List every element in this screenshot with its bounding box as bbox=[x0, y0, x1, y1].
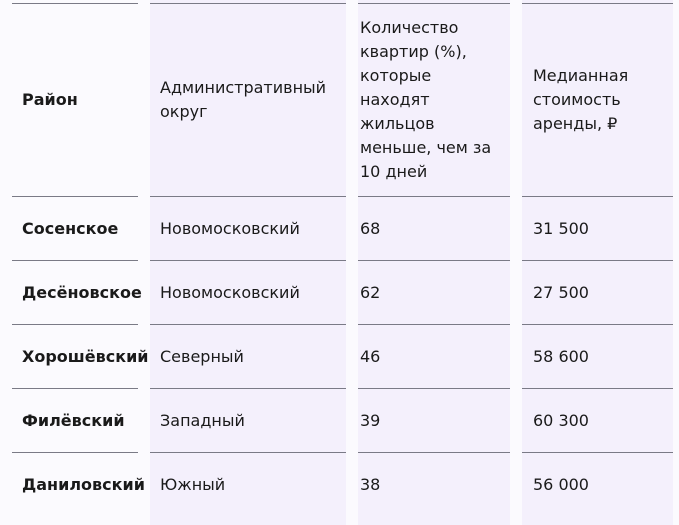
table-cell: 62 bbox=[360, 282, 381, 302]
table-cell: Западный bbox=[160, 410, 245, 430]
table-cell: Сосенское bbox=[22, 218, 119, 238]
table-cell: Новомосковский bbox=[160, 282, 300, 302]
table-cell: Южный bbox=[160, 474, 226, 494]
table-cell: 58 600 bbox=[533, 346, 589, 366]
table-cell: 60 300 bbox=[533, 410, 589, 430]
header-apartments-share: Количество квартир (%), которые находят … bbox=[360, 18, 492, 181]
table-cell: 68 bbox=[360, 218, 381, 238]
header-median-rent: Медианная стоимость аренды, ₽ bbox=[533, 66, 629, 133]
column-apartments-share: Количество квартир (%), которые находят … bbox=[358, 0, 510, 525]
table-cell: Десёновское bbox=[22, 282, 142, 302]
header-district: Район bbox=[22, 90, 78, 109]
column-median-rent: Медианная стоимость аренды, ₽ 31 500 27 … bbox=[522, 0, 673, 525]
table-cell: Северный bbox=[160, 346, 244, 366]
column-admin-district: Административный округ Новомосковский Но… bbox=[150, 0, 346, 525]
table-cell: 27 500 bbox=[533, 282, 589, 302]
table-cell: Новомосковский bbox=[160, 218, 300, 238]
table-cell: Филёвский bbox=[22, 410, 125, 430]
table-cell: 38 bbox=[360, 474, 381, 494]
table-cell: 39 bbox=[360, 410, 381, 430]
table-cell: 46 bbox=[360, 346, 381, 366]
table-cell: Даниловский bbox=[22, 474, 145, 494]
table-cell: 31 500 bbox=[533, 218, 589, 238]
header-admin-district: Административный округ bbox=[160, 78, 327, 121]
table-cell: Хорошёвский bbox=[22, 346, 149, 366]
table-cell: 56 000 bbox=[533, 474, 589, 494]
column-district: Район Сосенское Десёновское Хорошёвский … bbox=[12, 0, 149, 525]
